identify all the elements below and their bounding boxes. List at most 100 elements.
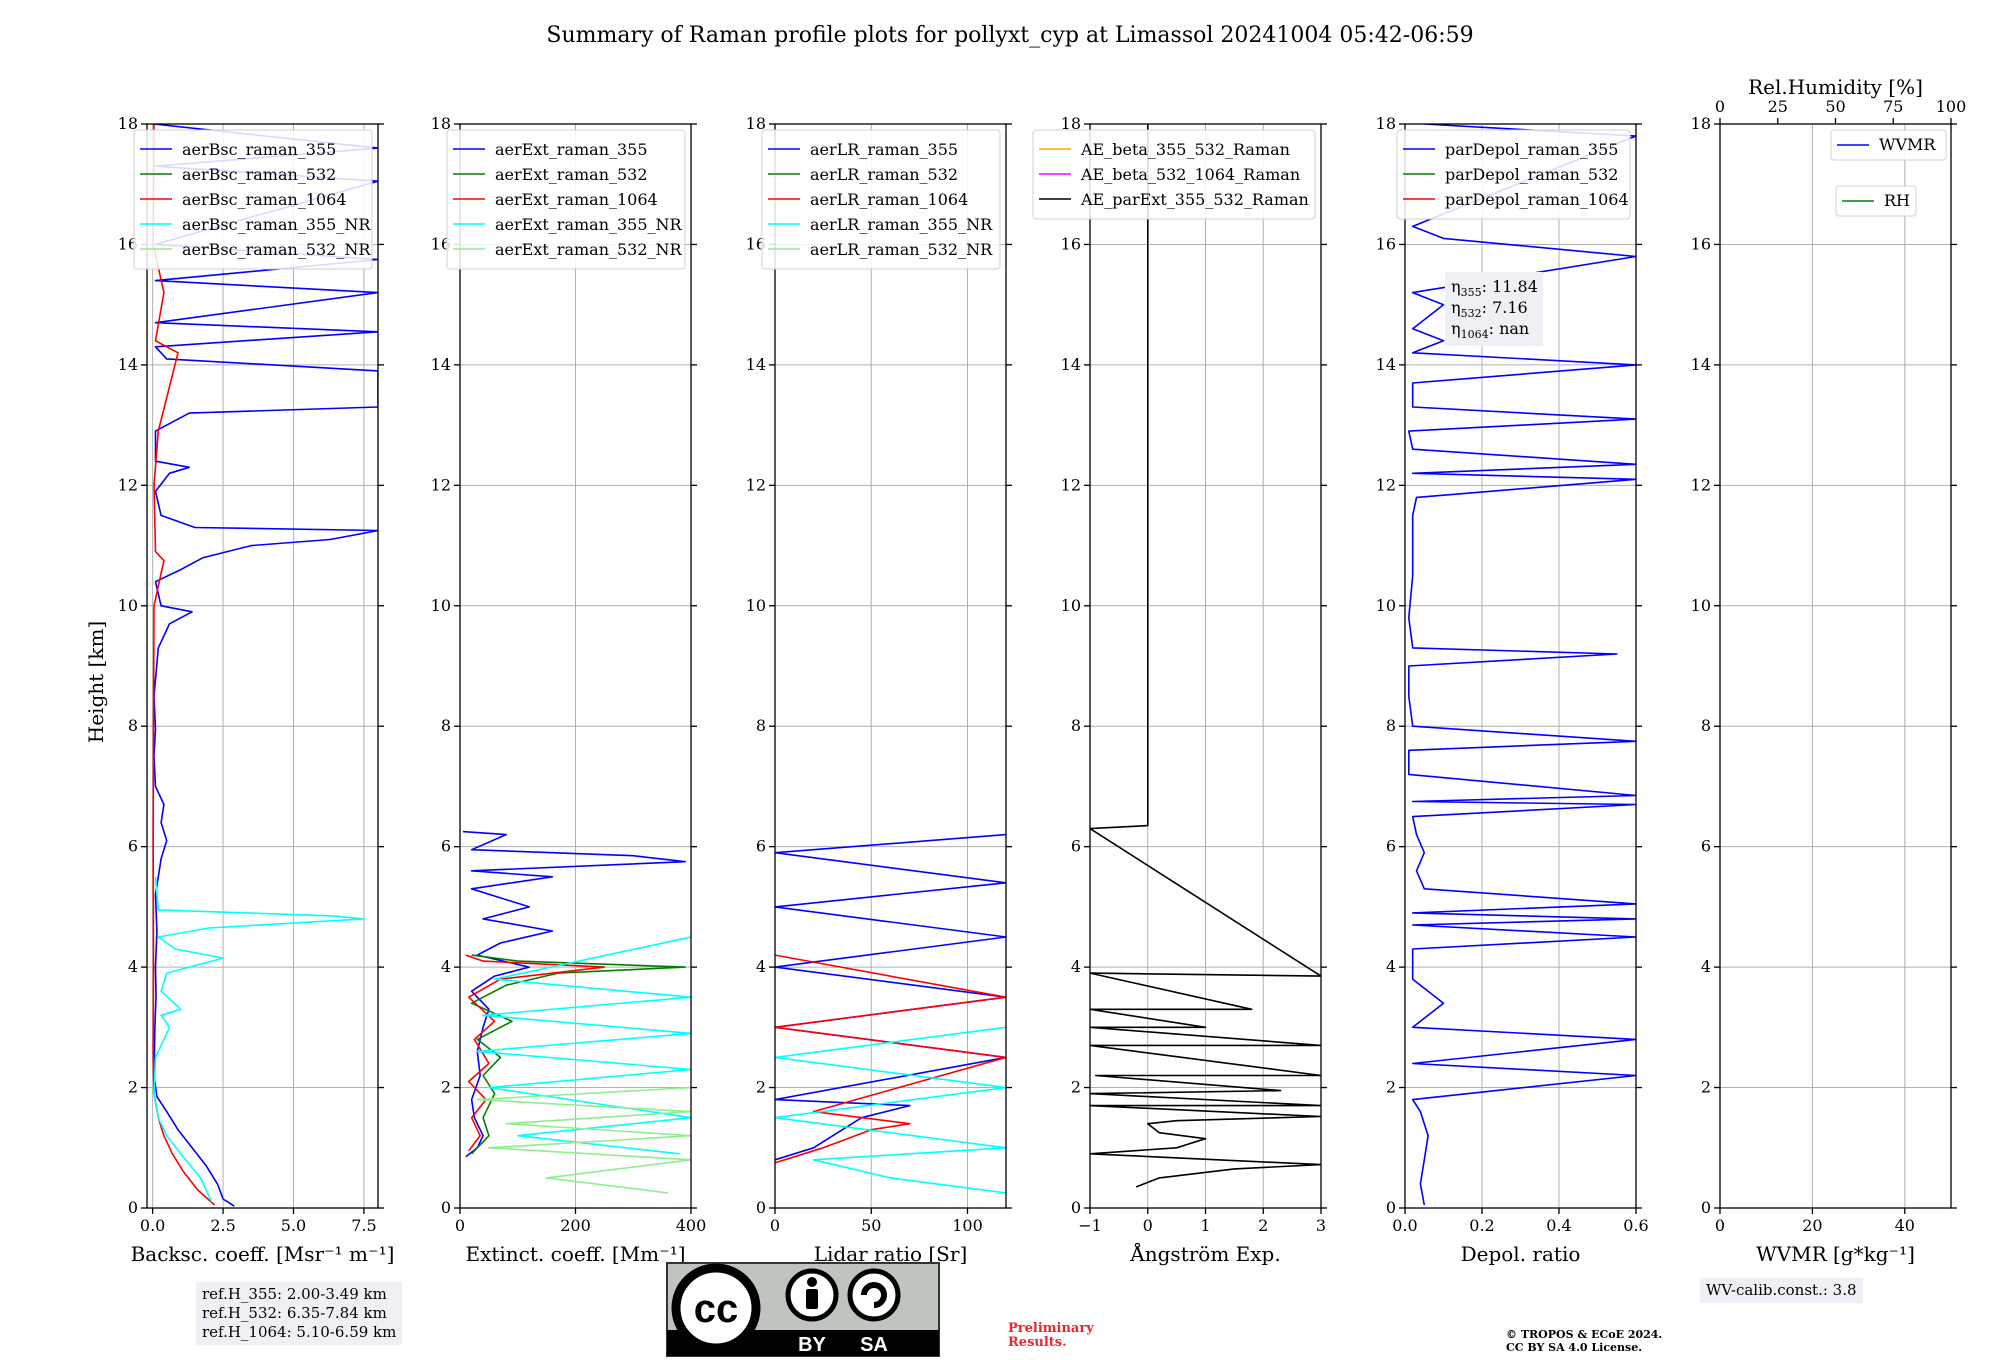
y-tick-label: 16 xyxy=(118,234,138,253)
ref-height-532: ref.H_532: 6.35-7.84 km xyxy=(202,1304,387,1322)
legend-label: AE_parExt_355_532_Raman xyxy=(1080,190,1309,209)
top-x-tick-label: 0 xyxy=(1715,97,1725,116)
y-tick-label: 6 xyxy=(756,837,766,856)
legend-label: parDepol_raman_355 xyxy=(1445,140,1618,159)
series-line-aerExt_raman_532 xyxy=(470,954,686,1155)
y-tick-label: 4 xyxy=(1386,957,1396,976)
top-x-tick-label: 75 xyxy=(1883,97,1903,116)
legend-label: aerBsc_raman_355 xyxy=(182,140,336,159)
legend-box xyxy=(133,129,373,270)
copyright-line-2: CC BY SA 4.0 License. xyxy=(1506,1341,1643,1354)
y-tick-label: 0 xyxy=(1701,1198,1711,1217)
cc-symbol-text: cc xyxy=(694,1287,739,1331)
x-tick-label: 0.2 xyxy=(1469,1216,1494,1235)
y-tick-label: 14 xyxy=(118,355,138,374)
y-tick-label: 2 xyxy=(1386,1078,1396,1097)
legend-label: aerBsc_raman_355_NR xyxy=(182,215,371,234)
copyright-line-1: © TROPOS & ECoE 2024. xyxy=(1506,1328,1663,1341)
preliminary-line-2: Results. xyxy=(1008,1335,1067,1350)
x-tick-label: 2 xyxy=(1258,1216,1268,1235)
y-tick-label: 4 xyxy=(441,957,451,976)
reference-heights-box: ref.H_355: 2.00-3.49 km ref.H_532: 6.35-… xyxy=(196,1282,403,1345)
preliminary-line-1: Preliminary xyxy=(1008,1321,1094,1336)
x-tick-label: 20 xyxy=(1802,1216,1822,1235)
x-tick-label: 0.6 xyxy=(1623,1216,1648,1235)
x-tick-label: 0.0 xyxy=(1392,1216,1417,1235)
sa-share-icon xyxy=(847,1268,901,1322)
ref-height-1064: ref.H_1064: 5.10-6.59 km xyxy=(202,1323,397,1341)
x-tick-label: 50 xyxy=(861,1216,881,1235)
panel-dep: 0 2 4 6 8 10 12 14 16 18 0.0 0.2 0.4 0.6 Depol. ratio p… xyxy=(1376,114,1649,1266)
y-tick-label: 14 xyxy=(1061,355,1081,374)
y-tick-label: 0 xyxy=(756,1198,766,1217)
series-group-dep xyxy=(1408,124,1636,1206)
y-tick-label: 18 xyxy=(1691,114,1711,133)
legend-label: WVMR xyxy=(1879,135,1936,154)
series-line-aerBsc_raman_355 xyxy=(153,124,378,1207)
annotation-line: η532: 7.16 xyxy=(1451,298,1528,320)
axes-frame xyxy=(146,123,379,1209)
legend-lr: aerLR_raman_355 aerLR_raman_532 aerLR_rama… xyxy=(761,129,1001,270)
y-tick-label: 4 xyxy=(756,957,766,976)
x-axis-label-ext: Extinct. coeff. [Mm⁻¹] xyxy=(465,1242,685,1266)
x-tick-label: 7.5 xyxy=(351,1216,376,1235)
x-tick-label: 0.0 xyxy=(140,1216,165,1235)
legend-label: parDepol_raman_1064 xyxy=(1445,190,1629,209)
legend-box xyxy=(761,129,1001,270)
annotation-line: η1064: nan xyxy=(1451,319,1529,341)
y-tick-label: 8 xyxy=(1071,716,1081,735)
chart-title: Summary of Raman profile plots for polly… xyxy=(546,23,1473,48)
x-tick-label: 0.4 xyxy=(1546,1216,1571,1235)
series-group-ae xyxy=(1090,124,1321,1188)
y-tick-label: 18 xyxy=(1376,114,1396,133)
legend-label: aerLR_raman_532_NR xyxy=(810,240,993,259)
legend-label: parDepol_raman_532 xyxy=(1445,165,1618,184)
legend-label: aerExt_raman_355 xyxy=(495,140,648,159)
y-tick-label: 18 xyxy=(746,114,766,133)
y-tick-label: 12 xyxy=(746,475,766,494)
legend-label: aerLR_raman_1064 xyxy=(810,190,968,209)
legend-label: aerExt_raman_532 xyxy=(495,165,648,184)
legend-label: aerLR_raman_532 xyxy=(810,165,958,184)
by-person-body xyxy=(806,1289,818,1309)
x-tick-label: 0 xyxy=(455,1216,465,1235)
annotation-line: η355: 11.84 xyxy=(1451,277,1538,299)
panel-bsc: 0 2 4 6 8 10 12 14 16 18 0.0 2.5 5.0 7.5 Backsc. coeff… xyxy=(118,114,395,1266)
y-tick-label: 16 xyxy=(431,234,451,253)
series-line-parDepol_raman_355 xyxy=(1408,124,1636,1206)
legend-box xyxy=(1835,185,1917,217)
y-tick-label: 8 xyxy=(1701,716,1711,735)
y-tick-label: 8 xyxy=(128,716,138,735)
copyright-notice: © TROPOS & ECoE 2024. CC BY SA 4.0 Licen… xyxy=(1506,1328,1662,1354)
series-line-aerBsc_raman_355_NR xyxy=(153,876,365,1203)
series-line-aerLR_raman_355 xyxy=(775,833,1006,1161)
legend-box xyxy=(1396,129,1631,220)
legend-label: aerExt_raman_355_NR xyxy=(495,215,683,234)
legend-label: aerBsc_raman_532 xyxy=(182,165,336,184)
legend-ae: AE_beta_355_532_Raman AE_beta_532_1064_Ra… xyxy=(1032,129,1316,220)
y-tick-label: 16 xyxy=(1061,234,1081,253)
legend-ext: aerExt_raman_355 aerExt_raman_532 aerExt_r… xyxy=(446,129,686,270)
x-tick-label: 200 xyxy=(560,1216,591,1235)
x-tick-label: 1 xyxy=(1200,1216,1210,1235)
legend-label: aerBsc_raman_532_NR xyxy=(182,240,371,259)
y-tick-label: 14 xyxy=(1376,355,1396,374)
series-group-lr xyxy=(775,833,1006,1194)
legend-dep: parDepol_raman_355 parDepol_raman_532 parD… xyxy=(1396,129,1631,220)
legend-box xyxy=(446,129,686,270)
x-tick-label: 0 xyxy=(770,1216,780,1235)
y-tick-label: 12 xyxy=(118,475,138,494)
y-tick-label: 10 xyxy=(1376,596,1396,615)
y-tick-label: 2 xyxy=(1701,1078,1711,1097)
legend-label: aerLR_raman_355_NR xyxy=(810,215,993,234)
y-tick-label: 0 xyxy=(1071,1198,1081,1217)
y-tick-label: 6 xyxy=(1701,837,1711,856)
y-tick-label: 0 xyxy=(441,1198,451,1217)
y-tick-label: 4 xyxy=(1071,957,1081,976)
x-axis-label-dep: Depol. ratio xyxy=(1461,1242,1581,1266)
x-axis-label-wv: WVMR [g*kg⁻¹] xyxy=(1756,1242,1915,1266)
y-tick-label: 18 xyxy=(431,114,451,133)
legend-label: AE_beta_355_532_Raman xyxy=(1080,140,1290,159)
